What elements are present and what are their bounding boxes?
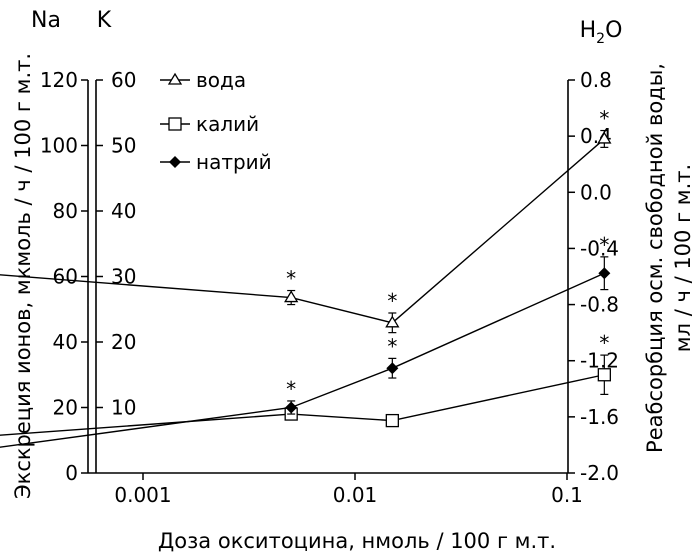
- significance-mark-0-3: *: [599, 107, 609, 131]
- series-line-0: [0, 138, 605, 324]
- h2o-axis-ticks: -2.0-1.6-1.2-0.8-0.40.00.40.8: [568, 68, 619, 485]
- k-tick-label-5: 60: [111, 68, 136, 92]
- x-tick-label-1: 0.001: [114, 483, 171, 507]
- k-tick-label-0: 10: [111, 396, 136, 420]
- point-1-2: [385, 413, 399, 428]
- significance-mark-2-3: *: [599, 233, 609, 257]
- point-0-2: [385, 315, 400, 328]
- na-tick-label-4: 80: [53, 199, 78, 223]
- series-line-1: [0, 374, 605, 436]
- h2o-tick-label-5: 0.0: [580, 180, 612, 204]
- h2o-tick-label-1: -1.6: [580, 405, 619, 429]
- significance-mark-1-3: *: [599, 331, 609, 355]
- significance-mark-2-2: *: [387, 334, 397, 358]
- point-2-1: [285, 401, 298, 414]
- legend-label-water: вода: [196, 68, 246, 92]
- na-tick-label-6: 120: [40, 68, 78, 92]
- h2o-tick-label-4: -0.4: [580, 236, 619, 260]
- x-tick-label-2: 0.01: [333, 483, 378, 507]
- significance-mark-2-1: *: [286, 377, 296, 401]
- legend-square-marker: [168, 117, 182, 131]
- point-0-3: [597, 131, 612, 144]
- h2o-title-main: H: [580, 18, 597, 43]
- h2o-title-sub: 2: [596, 31, 605, 47]
- significance-mark-0-2: *: [387, 289, 397, 313]
- h2o-tick-label-3: -0.8: [580, 293, 619, 317]
- na-axis-ticks: 0 20 40 60 80 100 120: [40, 68, 88, 485]
- x-tick-label-3: 0.1: [551, 483, 583, 507]
- point-0-1: [284, 290, 299, 303]
- significance-mark-0-1: *: [286, 267, 296, 291]
- k-tick-label-1: 20: [111, 330, 136, 354]
- legend-diamond-marker: [169, 156, 181, 168]
- legend-triangle-marker: [167, 72, 183, 85]
- point-2-3: [598, 267, 611, 280]
- legend: вода калий натрий: [160, 68, 272, 174]
- legend-item-sodium: натрий: [160, 150, 272, 174]
- series-layer: * * * * * * *: [0, 107, 612, 448]
- right-axis-label-line2: мл / ч / 100 г м.т.: [671, 164, 695, 352]
- h2o-axis-title: H2O: [580, 18, 623, 47]
- legend-label-sodium: натрий: [196, 150, 272, 174]
- h2o-title-tail: O: [605, 18, 622, 43]
- legend-label-potassium: калий: [196, 112, 259, 136]
- na-tick-label-2: 40: [53, 330, 78, 354]
- h2o-tick-label-0: -2.0: [580, 461, 619, 485]
- na-axis-title: Na: [31, 8, 61, 33]
- series-line-2: [0, 272, 605, 448]
- h2o-tick-label-7: 0.8: [580, 68, 612, 92]
- na-tick-label-3: 60: [53, 265, 78, 289]
- na-tick-label-1: 20: [53, 396, 78, 420]
- na-tick-label-0: 0: [65, 461, 78, 485]
- k-tick-label-4: 50: [111, 134, 136, 158]
- x-axis-label: Доза окситоцина, нмоль / 100 г м.т.: [158, 529, 556, 553]
- legend-item-water: вода: [160, 68, 246, 92]
- point-2-2: [386, 362, 399, 375]
- k-tick-label-3: 40: [111, 199, 136, 223]
- legend-item-potassium: калий: [160, 112, 259, 136]
- point-1-3: [597, 368, 611, 382]
- k-axis-title: K: [97, 8, 112, 33]
- na-tick-label-5: 100: [40, 134, 78, 158]
- right-axis-label-line1: Реабсорбция осм. свободной воды,: [643, 63, 667, 453]
